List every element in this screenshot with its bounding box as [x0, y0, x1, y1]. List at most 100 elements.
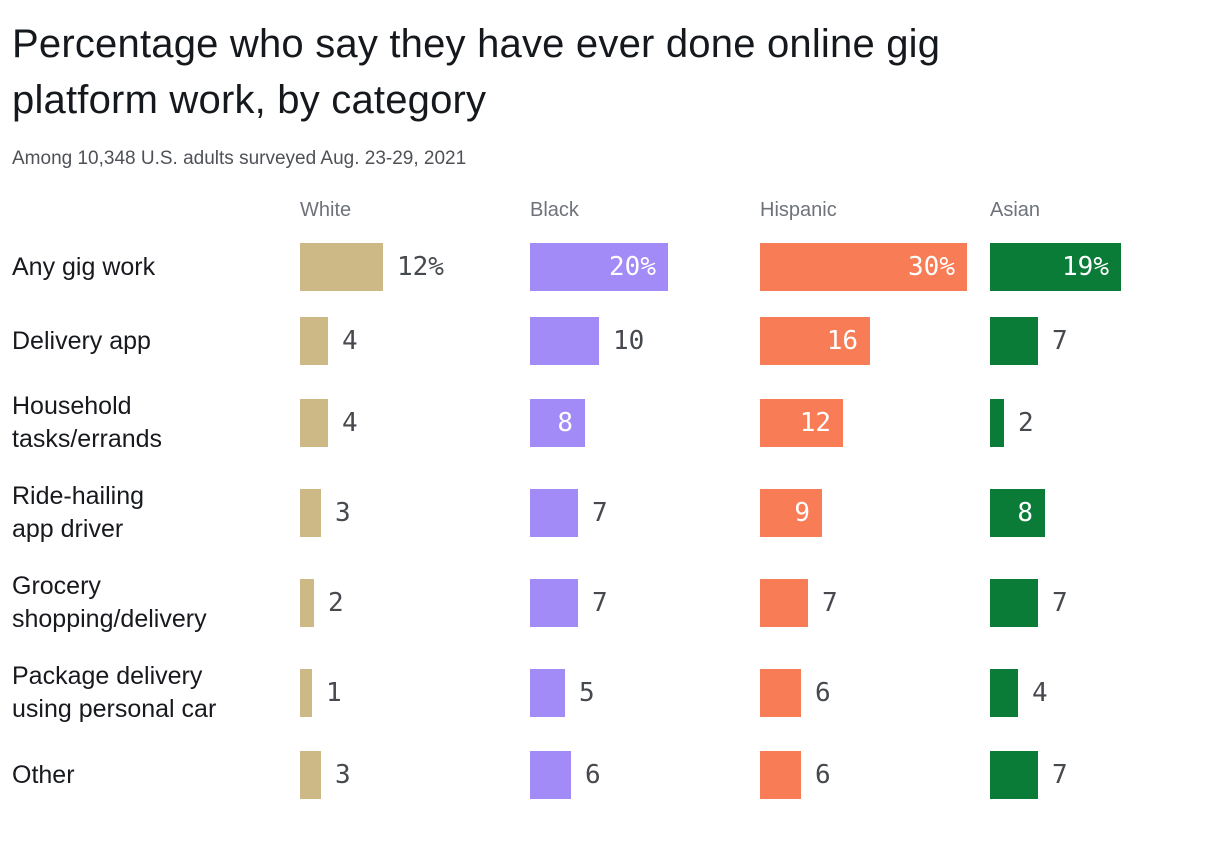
bar-black	[530, 669, 565, 717]
column-header-white: White	[300, 199, 352, 221]
bar-cell: 12	[760, 378, 990, 468]
bar-asian: 19%	[990, 243, 1121, 291]
bar-value-label: 3	[335, 498, 351, 528]
bar-asian	[990, 751, 1038, 799]
bar-value-label: 2	[328, 588, 344, 618]
bar-value-label: 30%	[908, 252, 955, 282]
bar-value-label: 1	[326, 678, 342, 708]
column-header-hispanic: Hispanic	[760, 199, 837, 221]
bar-hispanic	[760, 751, 801, 799]
bar-value-label: 6	[585, 760, 601, 790]
bar-cell: 1	[300, 648, 530, 738]
column-header-black: Black	[530, 199, 579, 221]
bar-white	[300, 751, 321, 799]
bar-black: 8	[530, 399, 585, 447]
bar-value-label: 7	[1052, 326, 1068, 356]
bar-cell: 12%	[300, 230, 530, 304]
bar-hispanic: 9	[760, 489, 822, 537]
bar-value-label: 7	[592, 588, 608, 618]
bar-cell: 4	[300, 304, 530, 378]
bar-cell: 2	[990, 378, 1220, 468]
bar-cell: 8	[530, 378, 760, 468]
bar-value-label: 4	[342, 326, 358, 356]
bar-value-label: 9	[794, 498, 810, 528]
bar-white	[300, 399, 328, 447]
bar-value-label: 7	[1052, 760, 1068, 790]
bar-cell: 6	[530, 738, 760, 812]
grouped-bar-chart: White Black Hispanic Asian Any gig work 12% 20…	[12, 194, 1208, 812]
bar-asian: 8	[990, 489, 1045, 537]
bar-asian	[990, 579, 1038, 627]
column-header-asian: Asian	[990, 199, 1041, 221]
chart-title: Percentage who say they have ever done o…	[12, 22, 941, 122]
bar-value-label: 8	[557, 408, 573, 438]
bar-value-label: 16	[826, 326, 858, 356]
bar-cell: 30%	[760, 230, 990, 304]
bar-black	[530, 317, 599, 365]
bar-cell: 7	[990, 738, 1220, 812]
bar-value-label: 12	[799, 408, 831, 438]
chart-corner	[12, 194, 300, 230]
bar-value-label: 7	[1052, 588, 1068, 618]
bar-cell: 7	[990, 304, 1220, 378]
bar-value-label: 8	[1017, 498, 1033, 528]
row-label: Delivery app	[12, 326, 151, 355]
bar-white	[300, 243, 383, 291]
bar-black	[530, 489, 578, 537]
bar-cell: 7	[530, 468, 760, 558]
bar-value-label: 12%	[397, 252, 444, 282]
bar-white	[300, 317, 328, 365]
bar-value-label: 4	[342, 408, 358, 438]
bar-asian	[990, 669, 1018, 717]
bar-asian	[990, 399, 1004, 447]
bar-black	[530, 579, 578, 627]
bar-value-label: 10	[613, 326, 645, 356]
chart-subtitle: Among 10,348 U.S. adults surveyed Aug. 2…	[12, 148, 467, 169]
bar-black: 20%	[530, 243, 668, 291]
bar-cell: 16	[760, 304, 990, 378]
bar-cell: 7	[760, 558, 990, 648]
bar-value-label: 5	[579, 678, 595, 708]
row-label: Other	[12, 760, 75, 789]
row-label: Ride-hailing app driver	[12, 482, 145, 543]
bar-value-label: 7	[592, 498, 608, 528]
bar-cell: 6	[760, 738, 990, 812]
bar-cell: 4	[990, 648, 1220, 738]
bar-cell: 2	[300, 558, 530, 648]
bar-cell: 19%	[990, 230, 1220, 304]
bar-hispanic	[760, 669, 801, 717]
bar-asian	[990, 317, 1038, 365]
bar-cell: 9	[760, 468, 990, 558]
bar-value-label: 6	[815, 678, 831, 708]
bar-hispanic: 16	[760, 317, 870, 365]
row-label: Grocery shopping/delivery	[12, 572, 207, 633]
bar-value-label: 2	[1018, 408, 1034, 438]
bar-value-label: 4	[1032, 678, 1048, 708]
bar-cell: 8	[990, 468, 1220, 558]
bar-white	[300, 669, 312, 717]
bar-cell: 7	[530, 558, 760, 648]
bar-cell: 3	[300, 468, 530, 558]
bar-value-label: 19%	[1062, 252, 1109, 282]
bar-value-label: 3	[335, 760, 351, 790]
bar-cell: 3	[300, 738, 530, 812]
bar-cell: 10	[530, 304, 760, 378]
bar-black	[530, 751, 571, 799]
bar-value-label: 20%	[609, 252, 656, 282]
row-label: Package delivery using personal car	[12, 662, 217, 723]
bar-cell: 7	[990, 558, 1220, 648]
bar-cell: 5	[530, 648, 760, 738]
bar-cell: 6	[760, 648, 990, 738]
bar-value-label: 6	[815, 760, 831, 790]
bar-hispanic	[760, 579, 808, 627]
bar-white	[300, 489, 321, 537]
bar-white	[300, 579, 314, 627]
bar-hispanic: 12	[760, 399, 843, 447]
bar-hispanic: 30%	[760, 243, 967, 291]
row-label: Household tasks/errands	[12, 392, 163, 453]
row-label: Any gig work	[12, 252, 156, 281]
bar-cell: 20%	[530, 230, 760, 304]
bar-value-label: 7	[822, 588, 838, 618]
bar-cell: 4	[300, 378, 530, 468]
